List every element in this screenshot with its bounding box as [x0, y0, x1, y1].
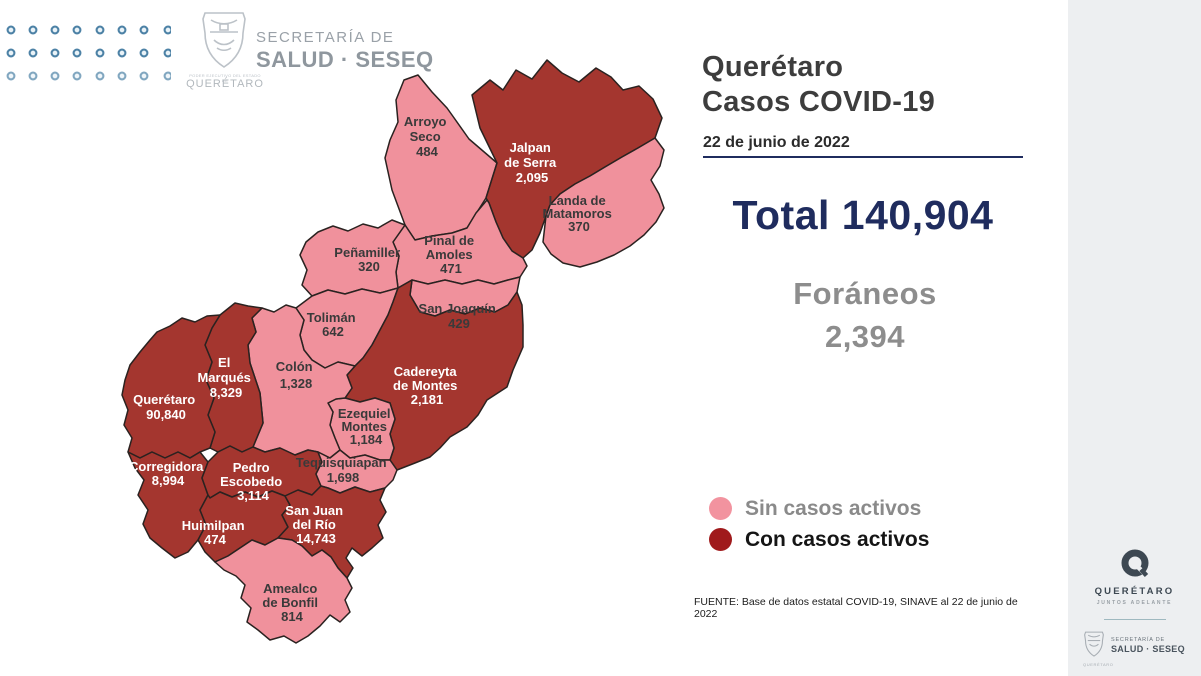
label-pinal-de-amoles: Pinal de Amoles 471	[424, 233, 477, 276]
region-san-juan-del-rio	[277, 485, 387, 579]
label-penamiller: Peñamiller 320	[334, 245, 403, 274]
page-title-line2: Casos COVID-19	[702, 86, 936, 118]
brand-sidebar: QUERÉTARO JUNTOS ADELANTE SECRETARÍA DE …	[1068, 0, 1201, 676]
sidebar-seseq-text: SECRETARÍA DE SALUD · SESEQ	[1111, 637, 1185, 654]
legend-row-no-active: Sin casos activos	[709, 493, 929, 524]
org-line2: SALUD · SESEQ	[256, 47, 434, 72]
source-note: FUENTE: Base de datos estatal COVID-19, …	[694, 596, 1018, 620]
label-san-joaquin: San Joaquín 429	[419, 301, 500, 331]
sidebar-divider	[1103, 619, 1166, 620]
label-arroyo-seco: Arroyo Seco 484	[404, 114, 450, 159]
label-landa-de-matamoros: Landa de Matamoros 370	[543, 193, 616, 234]
sidebar-brand-name: QUERÉTARO	[1094, 586, 1175, 597]
label-tequisquiapan: Tequisquiapan 1,698	[296, 455, 390, 485]
queretaro-crest-icon	[202, 12, 246, 68]
foraneos-label: Foráneos	[793, 276, 937, 311]
label-jalpan-de-serra: Jalpan de Serra 2,095	[504, 140, 560, 185]
label-queretaro: Querétaro 90,840	[133, 392, 199, 422]
sidebar-secretaria-line2: SALUD · SESEQ	[1111, 643, 1185, 654]
sidebar-seseq-block: SECRETARÍA DE SALUD · SESEQ	[1068, 630, 1201, 660]
region-penamiller	[299, 219, 406, 297]
sidebar-crest-caption: QUERÉTARO	[1083, 662, 1114, 667]
label-huimilpan: Huimilpan 474	[182, 518, 248, 547]
sidebar-brand-tagline: JUNTOS ADELANTE	[1096, 600, 1173, 606]
page-title: Querétaro Casos COVID-19	[702, 50, 935, 120]
legend-swatch-no-active-icon	[709, 497, 732, 520]
foraneos-value: 2,394	[824, 319, 906, 354]
legend-label-no-active: Sin casos activos	[745, 496, 922, 520]
legend-swatch-active-icon	[709, 528, 732, 551]
label-cadereyta-de-montes: Cadereyta de Montes 2,181	[393, 364, 461, 407]
legend-label-active: Con casos activos	[745, 527, 930, 551]
label-corregidora: Corregidora 8,994	[129, 459, 207, 488]
org-name-block: SECRETARÍA DE SALUD · SESEQ	[256, 29, 434, 73]
region-tequisquiapan	[315, 449, 398, 494]
label-pedro-escobedo: Pedro Escobedo 3,114	[220, 460, 286, 503]
crest-caption-small: PODER EJECUTIVO DEL ESTADO DE	[189, 73, 261, 83]
label-amealco-de-bonfil: Amealco de Bonfil 814	[262, 581, 321, 624]
legend-row-active: Con casos activos	[709, 524, 929, 555]
date-underline-rule	[703, 156, 1023, 158]
org-line1: SECRETARÍA DE	[256, 29, 395, 46]
report-date: 22 de junio de 2022	[703, 134, 850, 151]
page-title-line1: Querétaro	[702, 51, 844, 83]
label-toliman: Tolimán 642	[307, 310, 360, 339]
crest-caption: QUERÉTARO	[186, 78, 264, 90]
queretaro-q-logo-icon	[1121, 549, 1148, 578]
label-colon: Colón 1,328	[276, 359, 316, 391]
sidebar-crest-icon	[1084, 631, 1104, 657]
legend: Sin casos activos Con casos activos	[709, 493, 929, 555]
sidebar-secretaria-line1: SECRETARÍA DE	[1111, 636, 1166, 643]
total-cases: Total 140,904	[732, 192, 994, 238]
dot-pattern-decoration	[6, 25, 171, 81]
label-el-marques: El Marqués 8,329	[197, 355, 254, 400]
region-landa-de-matamoros	[542, 137, 665, 268]
label-san-juan-del-rio: San Juan del Río 14,743	[285, 503, 346, 546]
label-ezequiel-montes: Ezequiel Montes 1,184	[338, 406, 394, 447]
region-queretaro	[121, 314, 221, 459]
region-amealco-de-bonfil	[214, 537, 353, 644]
